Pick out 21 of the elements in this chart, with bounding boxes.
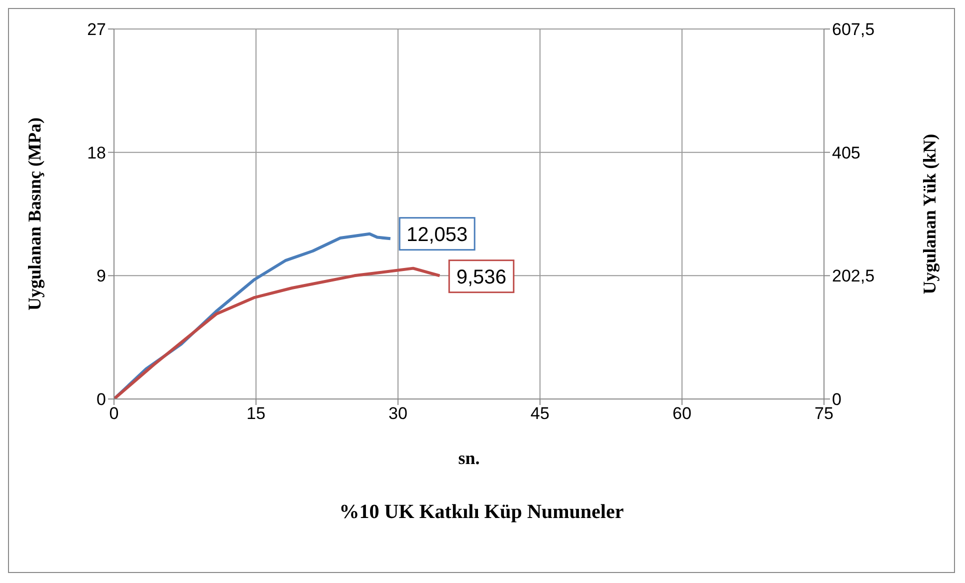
y2-tick-label: 607,5 (832, 20, 875, 40)
x-tick-label: 75 (814, 404, 834, 424)
y-tick-label: 27 (87, 20, 106, 40)
annotation: 9,536 (456, 266, 506, 288)
y2-axis-title: Uygulanan Yük (kN) (919, 134, 940, 294)
y2-tick-label: 202,5 (832, 266, 875, 286)
x-tick-label: 15 (246, 404, 266, 424)
y2-tick-label: 405 (832, 143, 860, 162)
x-tick-label: 0 (109, 404, 119, 424)
text: %10 UK Katkılı Küp Numuneler (338, 501, 625, 524)
annotation: 12,053 (406, 224, 468, 246)
y-axis-title: Uygulanan Basınç (MPa) (24, 117, 44, 311)
y2-tick-label: 0 (832, 390, 842, 410)
y-tick-label: 0 (96, 390, 106, 410)
x-tick-label: 30 (388, 404, 408, 424)
line-series (114, 266, 442, 399)
x-tick-label: 60 (672, 404, 692, 424)
y-tick-label: 9 (96, 266, 106, 286)
x-tick-label: 45 (530, 404, 550, 424)
y-tick-label: 18 (87, 143, 106, 162)
x-axis-title: sn. (458, 448, 480, 468)
